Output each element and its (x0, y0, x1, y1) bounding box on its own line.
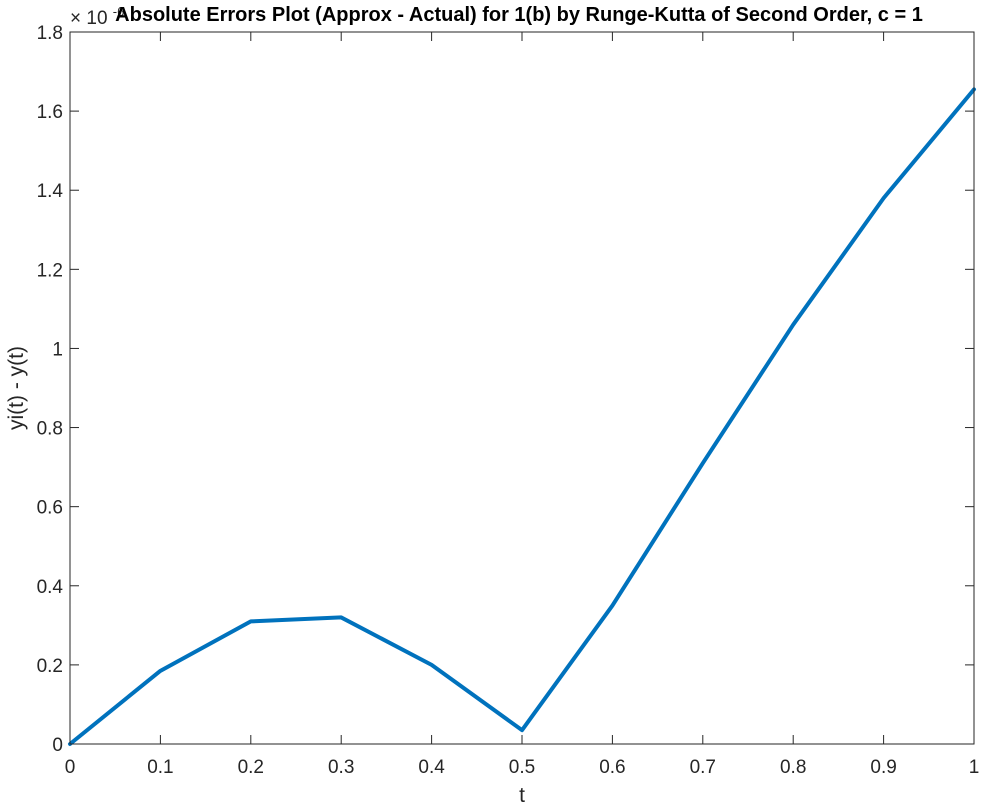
x-tick-label: 0.5 (509, 757, 535, 778)
x-tick-label: 0.9 (870, 757, 896, 778)
x-tick-label: 0.7 (690, 757, 716, 778)
y-tick-label: 0.6 (37, 498, 63, 519)
y-tick-label: 0.4 (37, 577, 64, 598)
x-tick-label: 0.2 (238, 757, 264, 778)
chart-title: Absolute Errors Plot (Approx - Actual) f… (115, 4, 923, 26)
y-exponent-power: -6 (113, 4, 125, 19)
y-tick-label: 1.4 (37, 181, 64, 202)
y-exponent: × 10 -6 (70, 4, 124, 29)
y-axis-label: yi(t) - y(t) (5, 346, 28, 430)
series-line (68, 87, 976, 746)
series-layer (68, 87, 976, 746)
y-tick-label: 0.8 (37, 419, 63, 440)
y-tick-label: 1.6 (37, 102, 63, 123)
x-tick-label: 0.1 (147, 757, 173, 778)
plot-area-border (69, 31, 975, 745)
x-axis-label: t (519, 784, 525, 805)
x-tick-label: 0.6 (599, 757, 625, 778)
x-tick-label: 0.4 (418, 757, 445, 778)
x-tick-label: 0.8 (780, 757, 806, 778)
y-exponent-base: × 10 (70, 8, 108, 29)
y-tick-label: 0.2 (37, 656, 63, 677)
x-tick-label: 0.3 (328, 757, 354, 778)
ticks-layer: 0 0.1 0.2 0.3 0.4 0.5 0.6 0.7 0.8 0.9 1 0 0.2 0.4 0.6 0… (37, 23, 980, 778)
plot-area-background (70, 32, 974, 744)
x-tick-label: 0 (65, 757, 76, 778)
y-tick-label: 0 (52, 735, 63, 756)
y-tick-label: 1.2 (37, 260, 63, 281)
y-tick-label: 1.8 (37, 23, 63, 44)
y-tick-label: 1 (52, 339, 63, 360)
x-tick-label: 1 (969, 757, 980, 778)
